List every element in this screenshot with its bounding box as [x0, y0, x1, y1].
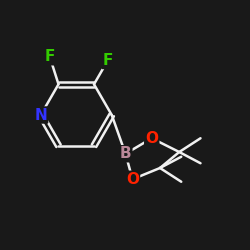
- Text: O: O: [145, 131, 158, 146]
- Text: N: N: [34, 108, 47, 122]
- Text: F: F: [44, 49, 55, 64]
- Text: F: F: [102, 53, 113, 68]
- Text: B: B: [120, 146, 131, 161]
- Text: O: O: [126, 172, 139, 187]
